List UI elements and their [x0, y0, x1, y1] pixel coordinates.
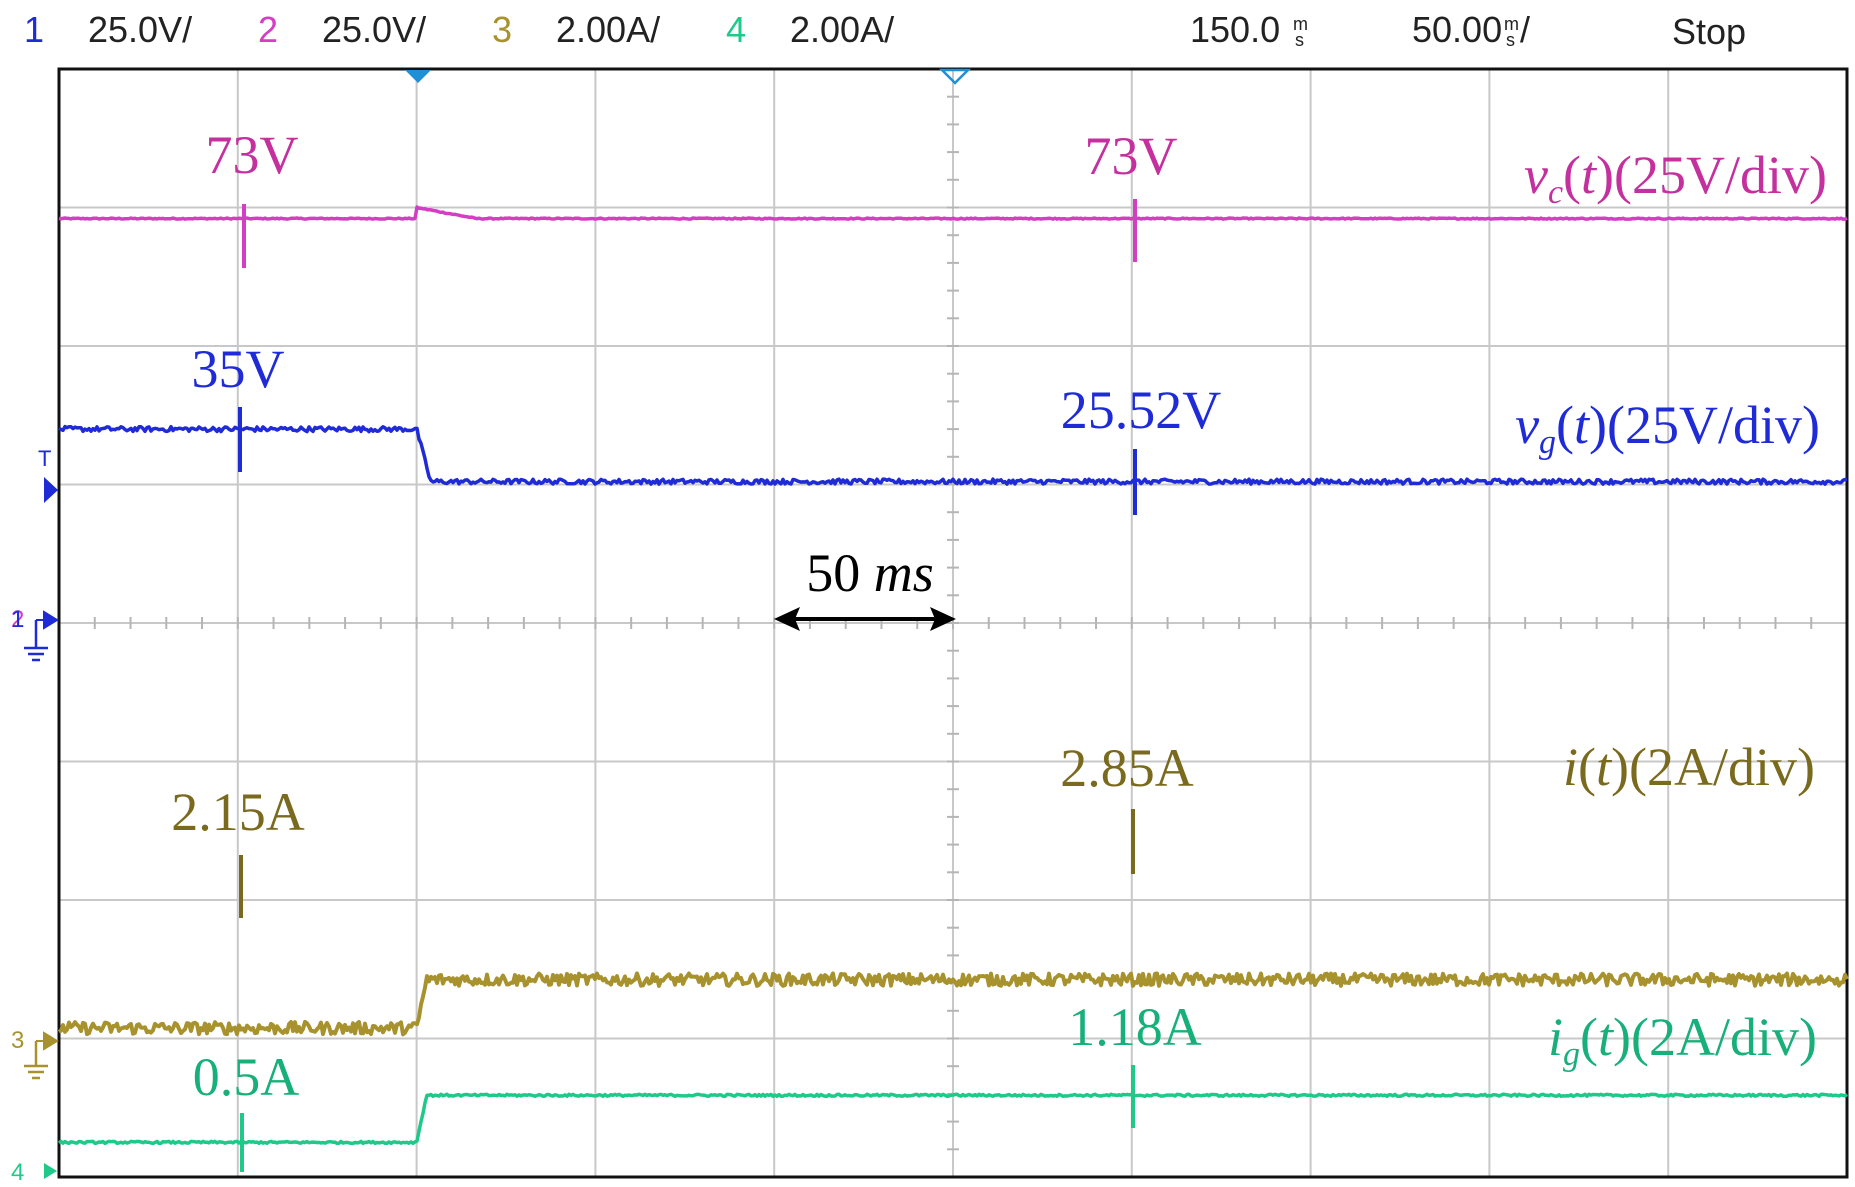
vc-waveform — [58, 205, 1848, 221]
ig-label-scale: (2A/div) — [1631, 1007, 1817, 1067]
ch2-ground-label: 2 — [11, 606, 24, 633]
i-left-value: 2.15A — [171, 782, 305, 842]
ch1-ground-label: 1 — [11, 606, 24, 633]
trigger-level-marker[interactable]: T — [38, 446, 58, 503]
vc-trace-label: vc(t)(25V/div) — [1524, 145, 1827, 211]
ch3-ground-label: 3 — [11, 1027, 24, 1054]
trigger-position-unit-top: m — [1293, 14, 1308, 34]
graticule — [59, 69, 1847, 1177]
screen-center-marker — [938, 68, 972, 85]
vc-label-sub: c — [1548, 174, 1563, 211]
trigger-position-marker[interactable] — [405, 70, 431, 83]
channel-2-indicator[interactable]: 2 25.0V/ — [258, 9, 426, 50]
time-scale-arrow-right-head — [930, 607, 956, 631]
vc-label-scale: (25V/div) — [1614, 145, 1827, 205]
value-cursors — [238, 199, 1137, 1172]
ch3-ground-arrow — [36, 1031, 59, 1051]
i-trace-label: i(t)(2A/div) — [1563, 737, 1815, 797]
ground-icon — [24, 620, 48, 662]
vc-label-var: v — [1524, 145, 1548, 205]
value-annotations: 73V 73V 35V 25.52V 2.15A 2.85A 0.5A 1.18… — [171, 125, 1221, 1107]
vg-label-sub: g — [1539, 424, 1556, 461]
trace-labels: vc(t)(25V/div) vg(t)(25V/div) i(t)(2A/di… — [1515, 145, 1827, 1073]
acquisition-status[interactable]: Stop — [1672, 11, 1746, 52]
channel-1-scale: 25.0V/ — [88, 9, 192, 50]
channel-2-number: 2 — [258, 9, 278, 50]
i-right-value: 2.85A — [1060, 738, 1194, 798]
vg-waveform — [58, 424, 1848, 486]
ch1-ground-arrow — [36, 610, 59, 630]
channel-4-number: 4 — [726, 9, 746, 50]
channel-1-number: 1 — [24, 9, 44, 50]
timebase-suffix: / — [1520, 9, 1530, 50]
ch12-ground-marker[interactable]: 2 1 — [11, 606, 59, 662]
vg-label-scale: (25V/div) — [1607, 395, 1820, 455]
trigger-level-label: T — [38, 446, 51, 471]
vg-right-value: 25.52V — [1061, 380, 1222, 440]
time-scale-arrow-left-head — [774, 607, 800, 631]
trigger-level-arrow — [44, 477, 58, 503]
ch4-ground-label: 4 — [11, 1159, 24, 1186]
waveform-traces — [57, 205, 1849, 1146]
time-scale-annotation: 50 ms — [774, 543, 956, 631]
timebase-unit-top: m — [1504, 14, 1519, 34]
ground-icon — [24, 1041, 48, 1080]
channel-3-scale: 2.00A/ — [556, 9, 660, 50]
timebase-unit-bottom: s — [1506, 30, 1515, 50]
ig-trace-label: ig(t)(2A/div) — [1548, 1007, 1817, 1073]
time-scale-number: 50 — [806, 543, 860, 603]
i-label-scale: (2A/div) — [1629, 737, 1815, 797]
time-scale-unit: ms — [874, 543, 934, 603]
ch4-ground-marker[interactable]: 4 — [11, 1159, 57, 1186]
ig-label-var: i — [1548, 1007, 1563, 1067]
header-bar: 1 25.0V/ 2 25.0V/ 3 2.00A/ 4 2.00A/ 150.… — [24, 9, 1746, 52]
channel-3-number: 3 — [492, 9, 512, 50]
ig-waveform — [57, 1092, 1849, 1146]
ig-right-value: 1.18A — [1068, 997, 1202, 1057]
vc-left-value: 73V — [206, 125, 299, 185]
vg-left-value: 35V — [192, 339, 285, 399]
vg-trace-label: vg(t)(25V/div) — [1515, 395, 1820, 461]
channel-1-indicator[interactable]: 1 25.0V/ — [24, 9, 192, 50]
vg-label-var: v — [1515, 395, 1539, 455]
i-waveform — [57, 971, 1849, 1037]
ch3-ground-marker[interactable]: 3 — [11, 1027, 59, 1080]
trigger-position-value: 150.0 — [1190, 9, 1280, 50]
ig-left-value: 0.5A — [193, 1047, 300, 1107]
channel-4-scale: 2.00A/ — [790, 9, 894, 50]
timebase-value: 50.00 — [1412, 9, 1502, 50]
channel-3-indicator[interactable]: 3 2.00A/ — [492, 9, 660, 50]
i-label-var: i — [1563, 737, 1578, 797]
ch4-ground-arrow — [44, 1163, 57, 1179]
timebase-readout[interactable]: 50.00 m s / — [1412, 9, 1530, 50]
trigger-position-unit-bottom: s — [1295, 30, 1304, 50]
ig-label-sub: g — [1563, 1036, 1580, 1073]
trigger-position-readout[interactable]: 150.0 m s — [1190, 9, 1308, 50]
channel-4-indicator[interactable]: 4 2.00A/ — [726, 9, 894, 50]
channel-2-scale: 25.0V/ — [322, 9, 426, 50]
time-scale-label: 50 ms — [806, 543, 934, 603]
vc-right-value: 73V — [1085, 126, 1178, 186]
